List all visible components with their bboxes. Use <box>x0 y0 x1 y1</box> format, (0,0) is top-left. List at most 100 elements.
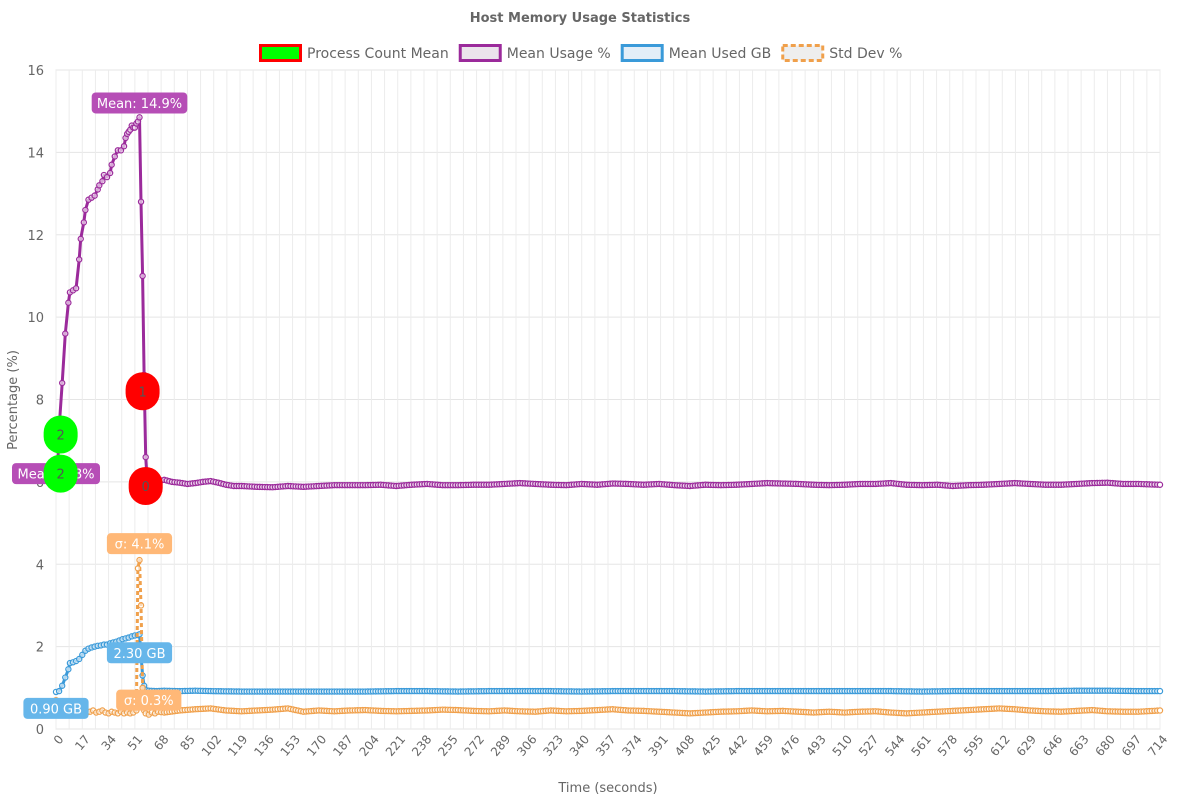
data-point-mean-usage <box>137 198 145 205</box>
legend-swatch-process-count-mean[interactable] <box>259 44 302 62</box>
data-point-mean-usage <box>77 235 84 243</box>
x-tick-label: 544 <box>882 732 907 759</box>
x-tick-label: 663 <box>1066 732 1091 759</box>
x-axis-label: Time (seconds) <box>557 781 657 796</box>
x-tick-label: 238 <box>409 732 434 759</box>
y-tick-label: 8 <box>36 394 44 409</box>
y-tick-label: 10 <box>27 311 44 326</box>
x-tick-label: 85 <box>177 732 198 753</box>
x-tick-label: 119 <box>225 732 250 759</box>
x-tick-label: 714 <box>1145 732 1170 759</box>
annotation-label: σ: 4.1% <box>115 538 165 553</box>
y-axis-label: Percentage (%) <box>6 350 21 450</box>
x-tick-label: 629 <box>1014 732 1039 759</box>
x-tick-label: 510 <box>830 732 855 759</box>
x-axis-ticks: 0 17 34 51 68 85 102 119 136 153 170 187 204 221 238 25… <box>51 732 1171 759</box>
data-point-mean-usage <box>111 153 118 160</box>
y-tick-label: 14 <box>27 146 44 161</box>
data-point-mean-usage <box>82 206 89 214</box>
x-tick-label: 340 <box>567 732 592 759</box>
x-tick-label: 680 <box>1092 732 1117 759</box>
process-count-label: 1 <box>138 385 146 400</box>
annotation-label: 0.90 GB <box>30 702 82 717</box>
series-layer <box>52 114 1164 718</box>
x-tick-label: 527 <box>856 732 881 759</box>
y-tick-label: 4 <box>36 558 44 573</box>
annotation-box <box>23 697 89 719</box>
data-point-std-dev <box>134 565 142 572</box>
process-count-label: 0 <box>142 480 150 495</box>
x-tick-label: 425 <box>698 732 723 759</box>
process-count-bubble <box>128 466 163 505</box>
x-tick-label: 289 <box>488 732 513 759</box>
data-point-mean-usage <box>58 379 66 387</box>
data-point-mean-used-gb <box>75 655 83 663</box>
x-tick-label: 221 <box>383 732 408 759</box>
x-tick-label: 561 <box>908 732 933 759</box>
process-count-bubble <box>43 454 78 493</box>
x-tick-label: 306 <box>514 732 539 759</box>
x-tick-label: 646 <box>1040 732 1065 759</box>
annotation-box <box>106 533 173 555</box>
data-point-mean-usage <box>1156 481 1164 488</box>
chart-title: Host Memory Usage Statistics <box>470 11 691 26</box>
x-tick-label: 391 <box>646 732 671 759</box>
x-tick-label: 187 <box>330 732 355 759</box>
legend-label-mean-usage[interactable]: Mean Usage % <box>507 46 611 62</box>
x-tick-label: 493 <box>803 732 828 759</box>
annotations-layer: Mean: 14.9%Mean: 5.8%σ: 4.1%σ: 0.3%2.30 … <box>12 92 188 719</box>
data-point-mean-usage <box>91 192 98 199</box>
x-tick-label: 408 <box>672 732 697 759</box>
data-point-mean-usage <box>96 182 103 189</box>
data-point-mean-used-gb <box>62 674 69 681</box>
x-tick-label: 476 <box>777 732 802 759</box>
data-point-mean-usage <box>120 142 128 150</box>
x-tick-label: 34 <box>99 732 120 753</box>
data-point-mean-usage <box>80 219 88 226</box>
data-point-mean-usage <box>99 178 106 185</box>
data-point-mean-usage <box>103 173 111 181</box>
data-point-mean-used-gb <box>79 651 86 659</box>
y-tick-label: 12 <box>27 229 44 244</box>
x-tick-label: 68 <box>151 732 172 753</box>
legend-label-std-dev[interactable]: Std Dev % <box>829 46 902 62</box>
process-count-bubble <box>125 372 160 411</box>
data-point-mean-usage <box>72 285 80 292</box>
process-count-bubble <box>43 415 78 454</box>
x-tick-label: 153 <box>278 732 303 759</box>
data-point-mean-used-gb <box>65 666 72 673</box>
x-tick-label: 595 <box>961 732 986 759</box>
data-point-mean-used-gb <box>58 682 66 689</box>
data-point-std-dev <box>1156 707 1164 714</box>
annotation-box <box>106 642 173 664</box>
data-point-mean-usage <box>108 161 115 168</box>
y-tick-label: 16 <box>27 64 44 79</box>
y-tick-label: 0 <box>36 723 44 738</box>
x-tick-label: 442 <box>724 732 749 759</box>
y-tick-label: 2 <box>36 641 44 656</box>
x-tick-label: 357 <box>593 732 618 759</box>
data-point-mean-usage <box>62 330 69 337</box>
x-tick-label: 102 <box>199 732 224 759</box>
x-tick-label: 612 <box>987 732 1012 759</box>
data-point-std-dev <box>139 684 146 692</box>
legend: Process Count Mean Mean Usage % Mean Used … <box>259 44 902 62</box>
grid <box>55 69 1161 730</box>
annotation-box <box>116 689 182 711</box>
annotation-label: σ: 0.3% <box>124 694 174 709</box>
legend-swatch-std-dev[interactable] <box>781 44 825 62</box>
process-count-label: 2 <box>56 429 64 444</box>
data-point-mean-usage <box>65 299 72 306</box>
legend-swatch-mean-usage[interactable] <box>458 44 502 62</box>
legend-label-process-count-mean[interactable]: Process Count Mean <box>307 46 449 62</box>
data-point-mean-usage <box>142 453 149 461</box>
legend-label-mean-used-gb[interactable]: Mean Used GB <box>669 46 772 62</box>
data-point-mean-usage <box>136 114 143 121</box>
annotation-box <box>91 92 188 114</box>
x-tick-label: 697 <box>1119 732 1144 759</box>
data-point-std-dev <box>136 556 143 564</box>
x-tick-label: 17 <box>72 732 93 753</box>
legend-swatch-mean-used-gb[interactable] <box>620 44 664 62</box>
